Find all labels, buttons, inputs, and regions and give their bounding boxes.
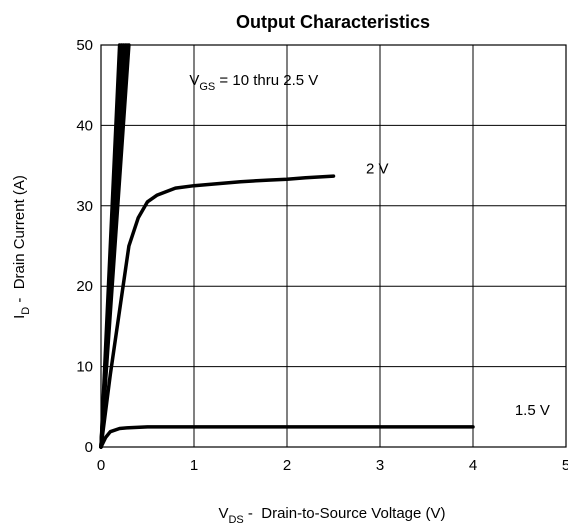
y-tick-label-5: 50 [76,37,93,54]
grid [100,44,567,448]
y-axis-label-main: I [11,315,28,319]
chart-title: Output Characteristics [236,12,430,32]
series-line-6 [99,174,336,449]
series-label-7: 1.5 V [515,402,550,419]
x-tick-label-1: 1 [190,457,198,474]
y-axis-label: ID - Drain Current (A) [11,175,32,319]
x-tick-label-3: 3 [376,457,384,474]
x-tick-label-5: 5 [562,457,568,474]
y-tick-label-4: 40 [76,117,93,134]
x-tick-label-0: 0 [97,457,105,474]
x-tick-label-4: 4 [469,457,477,474]
y-tick-label-0: 0 [85,439,93,456]
x-axis-label-rest: - Drain-to-Source Voltage (V) [244,505,446,522]
y-axis-label-sub: D [20,307,32,315]
y-axis-label-rest: - Drain Current (A) [11,175,28,307]
series-line-7 [99,425,475,449]
x-axis-label-main: V [218,505,228,522]
plot-frame [100,44,567,448]
x-axis-label: VDS - Drain-to-Source Voltage (V) [218,505,445,526]
series-label-0: VGS = 10 thru 2.5 V [189,72,318,93]
series-label-6: 2 V [366,161,389,178]
x-axis-label-sub: DS [228,514,243,526]
series-line-5 [99,43,122,449]
series-group [99,43,475,449]
y-tick-label-3: 30 [76,198,93,215]
x-tick-label-2: 2 [283,457,291,474]
annotations: VGS = 10 thru 2.5 V 2 V 1.5 V [189,72,550,419]
y-tick-label-1: 10 [76,359,93,376]
y-tick-label-2: 20 [76,278,93,295]
